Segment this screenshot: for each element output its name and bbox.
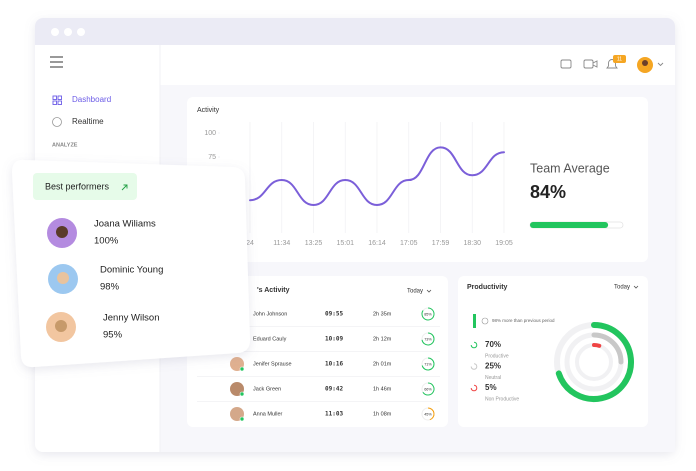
ring-value xyxy=(592,342,602,348)
ring-value xyxy=(421,357,435,371)
filter[interactable]: Today xyxy=(614,285,630,291)
badge-text: 11 xyxy=(617,57,622,63)
legend-icon xyxy=(470,341,478,349)
item-name: Non Productive xyxy=(485,396,519,402)
y-tick-label: 100 xyxy=(204,130,216,137)
team-average-value: 84% xyxy=(530,182,566,202)
chart-title: Activity xyxy=(197,107,220,114)
ring-label: 45% xyxy=(424,412,432,416)
x-tick-label: 13:25 xyxy=(305,240,323,247)
x-tick-label: 17:05 xyxy=(400,240,418,247)
item-value: 5% xyxy=(485,383,497,392)
x-tick-label: 17:59 xyxy=(432,240,450,247)
status-dot xyxy=(239,391,245,397)
nav-item[interactable]: Dashboard xyxy=(72,95,111,104)
legend-icon xyxy=(470,384,478,392)
title-bar xyxy=(35,18,675,45)
item-value: 25% xyxy=(485,362,501,371)
row-duration: 2h 01m xyxy=(373,361,392,367)
note-bar xyxy=(473,314,476,328)
dashboard-icon xyxy=(52,95,62,105)
legend-icon xyxy=(470,363,478,370)
row-time: 10:16 xyxy=(325,361,343,368)
performer-face xyxy=(55,320,67,332)
performers-card xyxy=(12,159,250,368)
x-tick-label: 24 xyxy=(246,240,254,247)
row-time: 09:55 xyxy=(325,311,343,318)
row-time: 09:42 xyxy=(325,386,343,393)
x-tick-label: 19:05 xyxy=(495,240,513,247)
item-value: 70% xyxy=(485,340,501,349)
bell-icon[interactable] xyxy=(606,59,618,69)
badge xyxy=(613,55,626,63)
performers-title: Best performers xyxy=(45,181,110,191)
activity-line xyxy=(249,146,505,207)
ring-value xyxy=(421,332,435,346)
progress-fill xyxy=(530,222,609,228)
ring-value xyxy=(555,322,634,402)
filter[interactable]: Today xyxy=(407,289,423,295)
performer-score: 100% xyxy=(94,236,119,247)
menu-icon[interactable] xyxy=(50,56,63,68)
chevron xyxy=(633,285,639,289)
card-title: 's Activity xyxy=(257,287,290,294)
window-dot xyxy=(77,28,85,36)
performer-name: Jenny Wilson xyxy=(103,313,160,324)
row-name: Jenifer Sprause xyxy=(253,361,292,367)
x-tick-label: 16:14 xyxy=(368,240,386,247)
note: 98% more than previous period xyxy=(492,318,555,323)
window-dot xyxy=(64,28,72,36)
performer-score: 95% xyxy=(103,330,123,341)
nav-item[interactable]: Realtime xyxy=(72,117,104,126)
row-name: Anna Muller xyxy=(253,411,283,417)
item-name: Neutral xyxy=(485,375,501,381)
video-icon[interactable] xyxy=(583,59,598,69)
row-name: Eduard Cauly xyxy=(253,336,287,342)
row-duration: 1h 46m xyxy=(373,386,392,392)
chevron[interactable] xyxy=(657,62,664,67)
row-duration: 1h 08m xyxy=(373,411,392,417)
ring-value xyxy=(591,332,624,365)
row-duration: 2h 12m xyxy=(373,336,392,342)
ring-value xyxy=(421,307,435,321)
x-tick-label: 15:01 xyxy=(336,240,354,247)
performer-face xyxy=(56,226,68,238)
performer-name: Dominic Young xyxy=(100,265,163,276)
ring-value xyxy=(427,407,435,421)
ring-label: 66% xyxy=(424,387,432,391)
nav-section: ANALYZE xyxy=(52,142,78,148)
row-time: 11:03 xyxy=(325,411,343,418)
ring-label: 73% xyxy=(424,337,432,341)
ring-value xyxy=(422,382,435,396)
ring-label: 85% xyxy=(424,312,432,316)
status-dot xyxy=(239,366,245,372)
activity-card xyxy=(187,97,648,262)
avatar-face xyxy=(642,60,648,66)
note-icon xyxy=(481,317,489,325)
performer-score: 98% xyxy=(100,282,120,293)
x-tick-label: 18:30 xyxy=(463,240,481,247)
performers-badge xyxy=(33,173,137,200)
realtime-icon xyxy=(52,117,62,127)
ring-label: 71% xyxy=(424,362,432,366)
x-tick-label: 11:34 xyxy=(273,240,290,247)
card-title: Productivity xyxy=(467,284,508,291)
chat-icon[interactable] xyxy=(560,59,572,69)
row-name: Jack Green xyxy=(253,386,281,392)
status-dot xyxy=(239,416,245,422)
chevron xyxy=(426,289,432,293)
performer-face xyxy=(57,272,69,284)
arrow-icon xyxy=(121,184,128,191)
window-dot xyxy=(51,28,59,36)
item-name: Productive xyxy=(485,353,509,359)
performer-name: Joana Wiliams xyxy=(94,219,156,230)
y-tick-label: 75 xyxy=(208,154,216,161)
row-time: 10:09 xyxy=(325,336,343,343)
row-name: John Johnson xyxy=(253,311,287,317)
row-duration: 2h 35m xyxy=(373,311,392,317)
team-average-label: Team Average xyxy=(530,161,610,175)
